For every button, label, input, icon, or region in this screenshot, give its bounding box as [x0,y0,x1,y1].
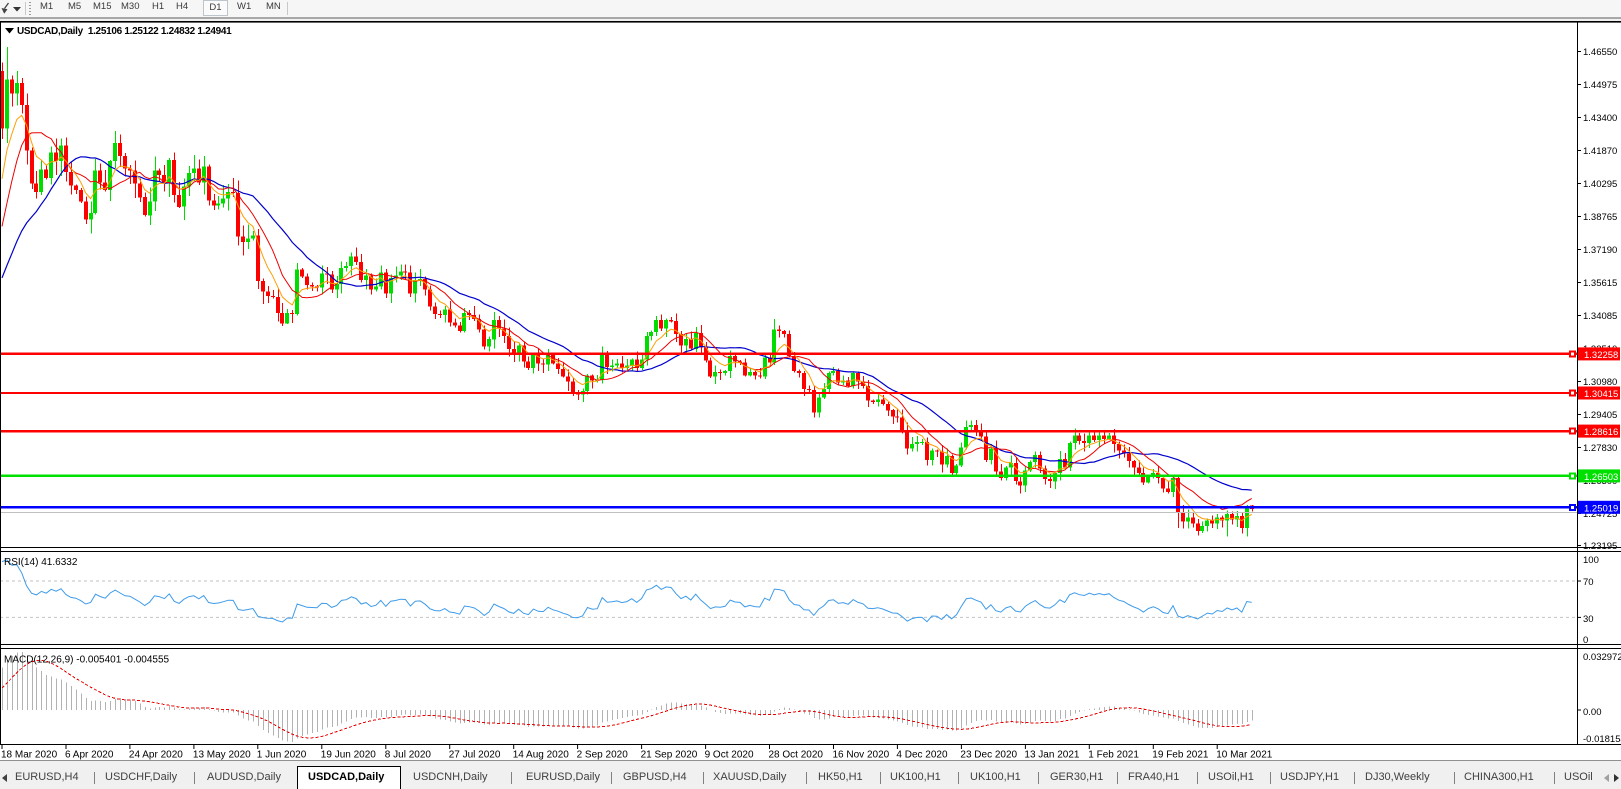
svg-text:1.24725: 1.24725 [1583,509,1617,520]
svg-text:14 Aug 2020: 14 Aug 2020 [513,750,570,761]
svg-text:28 Oct 2020: 28 Oct 2020 [769,750,824,761]
svg-text:1.44975: 1.44975 [1583,80,1617,91]
svg-text:1.25019: 1.25019 [1584,503,1618,514]
svg-text:6 Apr 2020: 6 Apr 2020 [65,750,114,761]
svg-text:21 Sep 2020: 21 Sep 2020 [641,750,698,761]
svg-text:USDCAD,Daily 1.25106 1.25122: USDCAD,Daily 1.25106 1.25122 1.24832 1.2… [17,26,232,37]
svg-text:1.29405: 1.29405 [1583,410,1617,421]
svg-text:27 Jul 2020: 27 Jul 2020 [449,750,501,761]
svg-text:1.41870: 1.41870 [1583,146,1617,157]
svg-text:1.26503: 1.26503 [1584,472,1618,483]
svg-text:2 Sep 2020: 2 Sep 2020 [577,750,629,761]
svg-text:1.35615: 1.35615 [1583,278,1617,289]
svg-text:0.00: 0.00 [1583,707,1602,718]
svg-text:1.40295: 1.40295 [1583,179,1617,190]
svg-text:100: 100 [1583,555,1599,566]
svg-text:4 Dec 2020: 4 Dec 2020 [896,750,948,761]
svg-text:18 Mar 2020: 18 Mar 2020 [1,750,58,761]
svg-text:1.23195: 1.23195 [1583,541,1617,552]
svg-text:30: 30 [1583,614,1594,625]
svg-text:70: 70 [1583,577,1594,588]
svg-text:0.032972: 0.032972 [1583,652,1621,663]
svg-text:-0.018154: -0.018154 [1583,734,1621,745]
svg-text:24 Apr 2020: 24 Apr 2020 [129,750,183,761]
svg-text:19 Jun 2020: 19 Jun 2020 [321,750,376,761]
svg-text:13 Jan 2021: 13 Jan 2021 [1024,750,1079,761]
svg-text:1.32258: 1.32258 [1584,350,1618,361]
svg-text:16 Nov 2020: 16 Nov 2020 [833,750,890,761]
svg-text:23 Dec 2020: 23 Dec 2020 [960,750,1017,761]
svg-text:1 Feb 2021: 1 Feb 2021 [1088,750,1139,761]
svg-text:1.28616: 1.28616 [1584,427,1618,438]
svg-text:0: 0 [1583,635,1588,646]
svg-text:9 Oct 2020: 9 Oct 2020 [705,750,754,761]
svg-text:MACD(12,26,9) -0.005401 -0.004: MACD(12,26,9) -0.005401 -0.004555 [4,655,170,666]
svg-text:1.37190: 1.37190 [1583,245,1617,256]
svg-text:1.46550: 1.46550 [1583,47,1617,58]
svg-text:19 Feb 2021: 19 Feb 2021 [1152,750,1209,761]
svg-text:13 May 2020: 13 May 2020 [193,750,251,761]
svg-text:1.34085: 1.34085 [1583,311,1617,322]
svg-text:1.30415: 1.30415 [1584,389,1618,400]
svg-text:10 Mar 2021: 10 Mar 2021 [1216,750,1273,761]
svg-text:RSI(14) 41.6332: RSI(14) 41.6332 [4,557,78,568]
svg-text:1.38765: 1.38765 [1583,212,1617,223]
svg-text:8 Jul 2020: 8 Jul 2020 [385,750,432,761]
svg-text:1.30980: 1.30980 [1583,377,1617,388]
svg-text:1 Jun 2020: 1 Jun 2020 [257,750,307,761]
svg-text:1.27830: 1.27830 [1583,443,1617,454]
svg-text:1.43400: 1.43400 [1583,113,1617,124]
